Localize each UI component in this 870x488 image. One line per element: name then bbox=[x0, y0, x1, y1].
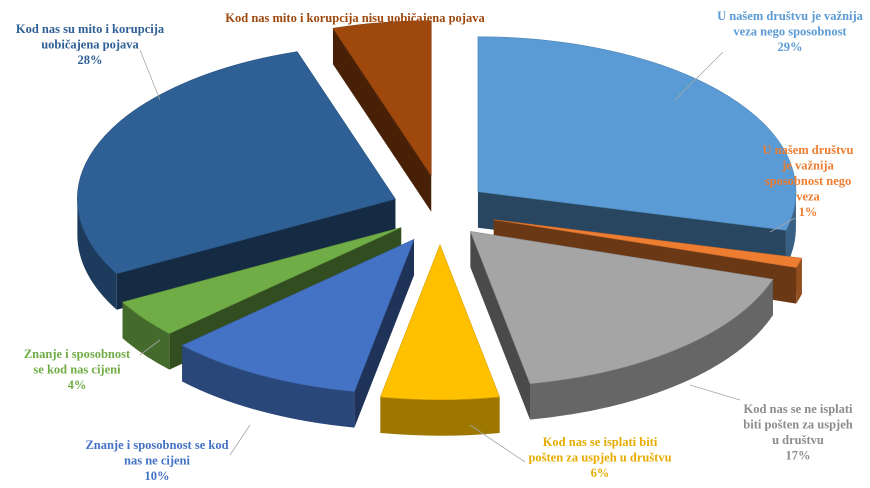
slice-rim bbox=[796, 258, 802, 304]
pie-slice bbox=[77, 51, 396, 310]
slice-name: Znanje i sposobnost bbox=[24, 347, 131, 361]
pie-slice bbox=[181, 238, 415, 428]
slice-name: Znanje i sposobnost se kod bbox=[85, 438, 228, 452]
slice-rim bbox=[530, 279, 773, 420]
slice-name: U našem društvu je važnija bbox=[717, 9, 864, 23]
slice-label: U našem društvu je važnija veza nego spos… bbox=[717, 9, 864, 54]
slice-name: Kod nas su mito i korupcija bbox=[16, 22, 165, 36]
slice-wall bbox=[470, 231, 531, 420]
pie-slice bbox=[379, 243, 501, 436]
slice-wall bbox=[332, 28, 432, 212]
leader-line bbox=[139, 339, 161, 356]
slice-name: nas ne cijeni bbox=[124, 454, 191, 468]
leader-line bbox=[769, 217, 796, 233]
slice-top bbox=[469, 231, 774, 384]
slice-label: Kod nas se isplati biti pošten za uspjeh … bbox=[528, 435, 671, 480]
slice-name: je važnija bbox=[781, 159, 834, 173]
slice-top bbox=[477, 36, 797, 231]
slice-rim bbox=[122, 302, 170, 370]
leader-line bbox=[139, 49, 161, 101]
slice-top bbox=[379, 243, 501, 400]
slice-name: se kod nas cijeni bbox=[33, 363, 121, 377]
slice-name: biti pošten za uspjeh bbox=[743, 418, 852, 432]
slice-value: 6% bbox=[591, 466, 610, 480]
slice-name: Kod nas se isplati biti bbox=[543, 435, 658, 449]
leader-line bbox=[689, 384, 741, 401]
data-labels: U našem društvu je važnija veza nego spos… bbox=[16, 9, 864, 483]
slice-name: veza nego sposobnost bbox=[733, 25, 847, 39]
pie-slices bbox=[77, 20, 803, 436]
slice-top bbox=[493, 219, 803, 268]
slice-top bbox=[77, 51, 396, 275]
slice-name: u društvu bbox=[772, 433, 824, 447]
slice-top bbox=[181, 238, 415, 392]
slice-top bbox=[332, 20, 432, 177]
slice-value: 17% bbox=[786, 449, 811, 463]
slice-value: 5% bbox=[346, 27, 365, 41]
slice-label: Znanje i sposobnost se kod nas cijeni 4% bbox=[24, 347, 131, 392]
slice-rim bbox=[785, 191, 796, 267]
slice-rim bbox=[77, 199, 117, 310]
slice-value: 4% bbox=[68, 378, 87, 392]
slice-wall bbox=[354, 239, 414, 428]
slice-name: Kod nas se ne isplati bbox=[743, 402, 853, 416]
slice-value: 1% bbox=[799, 205, 818, 219]
slice-label: Kod nas se ne isplati biti pošten za uspj… bbox=[743, 402, 853, 463]
leader-line bbox=[469, 424, 526, 463]
slice-top bbox=[121, 227, 402, 334]
slice-value: 28% bbox=[78, 53, 103, 67]
leader-line bbox=[229, 424, 251, 456]
slice-label: Znanje i sposobnost se kod nas ne cijeni 1… bbox=[85, 438, 228, 483]
slice-label: Kod nas su mito i korupcija uobičajena po… bbox=[16, 22, 165, 67]
slice-name: veza bbox=[796, 190, 820, 204]
slice-value: 29% bbox=[778, 40, 803, 54]
pie-slice bbox=[469, 231, 774, 420]
slice-wall bbox=[116, 199, 396, 310]
slice-name: U našem društvu bbox=[763, 143, 854, 157]
slice-name: Kod nas mito i korupcija nisu uobičajena… bbox=[225, 11, 485, 25]
slice-name: pošten za uspjeh u društvu bbox=[528, 451, 671, 465]
slice-name: uobičajena pojava bbox=[41, 38, 139, 52]
slice-value: 10% bbox=[145, 469, 170, 483]
slice-name: sposobnost nego bbox=[765, 174, 852, 188]
slice-rim bbox=[182, 345, 355, 428]
slice-label: Kod nas mito i korupcija nisu uobičajena… bbox=[225, 11, 485, 41]
pie-slice bbox=[332, 20, 432, 212]
leader-line bbox=[674, 51, 724, 101]
slice-label: U našem društvu je važnija sposobnost nego… bbox=[763, 143, 854, 219]
slice-rim bbox=[380, 396, 500, 436]
